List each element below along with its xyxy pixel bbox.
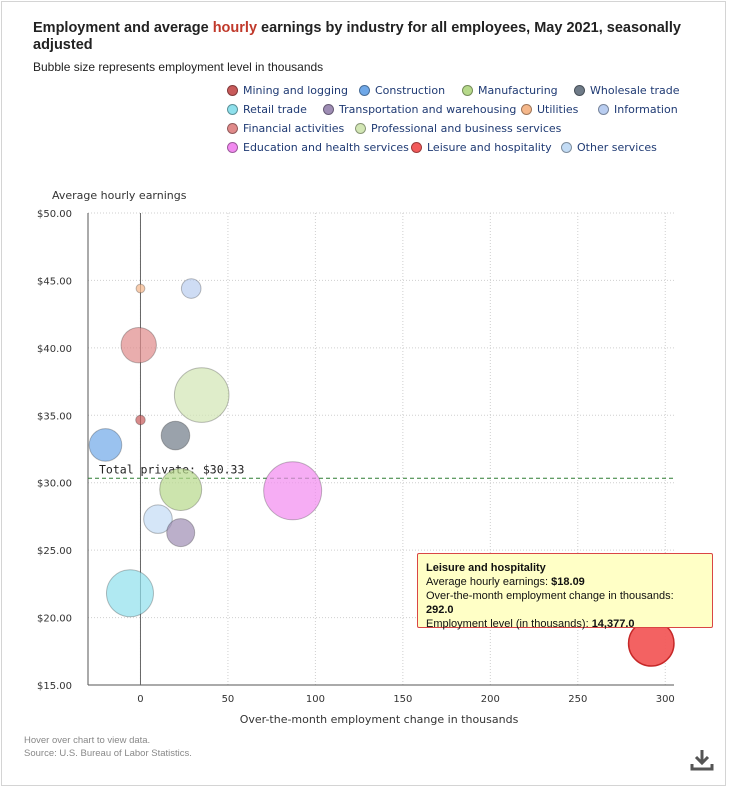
bubble-point[interactable] (180, 278, 202, 299)
tooltip-line-level: Employment level (in thousands): 14,377.… (426, 618, 635, 630)
bubble-point[interactable] (173, 367, 230, 423)
y-tick-label: $45.00 (37, 276, 72, 287)
legend-swatch (561, 142, 572, 153)
legend-item[interactable]: Education and health services (227, 141, 409, 154)
legend-swatch (598, 104, 609, 115)
legend-swatch (411, 142, 422, 153)
tooltip-line-earnings: Average hourly earnings: $18.09 (426, 576, 585, 588)
x-axis-title: Over-the-month employment change in thou… (240, 713, 519, 726)
y-tick-label: $35.00 (37, 411, 72, 422)
legend: Mining and logging Construction Manufactur… (0, 0, 729, 160)
bubble-point[interactable] (135, 414, 146, 426)
bubble-point[interactable] (263, 461, 323, 521)
legend-swatch (227, 85, 238, 96)
y-tick-label: $30.00 (37, 479, 72, 490)
title-highlight: hourly (212, 20, 258, 36)
legend-label: Education and health services (243, 141, 409, 154)
reference-line-label: Total private: $30.33 (99, 462, 244, 476)
hover-hint: Hover over chart to view data. (24, 735, 151, 746)
footer: Hover over chart to view data. Source: U… (24, 735, 192, 760)
legend-item[interactable]: Manufacturing (462, 84, 558, 97)
legend-swatch (359, 85, 370, 96)
source-note: Source: U.S. Bureau of Labor Statistics. (24, 747, 192, 759)
bubble-point[interactable] (159, 467, 203, 511)
y-tick-label: $15.00 (37, 681, 72, 692)
legend-label: Other services (577, 141, 657, 154)
bubble-point[interactable] (88, 428, 123, 462)
x-tick-label: 150 (393, 694, 412, 705)
y-tick-label: $50.00 (37, 209, 72, 220)
legend-item[interactable]: Utilities (521, 103, 578, 116)
legend-item[interactable]: Retail trade (227, 103, 307, 116)
legend-item[interactable]: Financial activities (227, 122, 344, 135)
legend-item[interactable]: Professional and business services (355, 122, 561, 135)
legend-swatch (462, 85, 473, 96)
y-tick-label: $25.00 (37, 546, 72, 557)
bubble-point[interactable] (120, 326, 157, 364)
legend-item[interactable]: Other services (561, 141, 657, 154)
tooltip: Leisure and hospitality Average hourly e… (417, 553, 713, 630)
tooltip-title: Leisure and hospitality (426, 562, 546, 574)
legend-item[interactable]: Transportation and warehousing (323, 103, 516, 116)
bubble-point[interactable] (166, 518, 196, 548)
download-icon[interactable] (689, 748, 715, 772)
legend-item[interactable]: Mining and logging (227, 84, 348, 97)
chart-subtitle: Bubble size represents employment level … (33, 60, 324, 74)
tooltip-line-change: Over-the-month employment change in thou… (426, 590, 674, 616)
bubble-point[interactable] (160, 420, 191, 451)
x-tick-label: 250 (568, 694, 587, 705)
x-tick-label: 50 (222, 694, 235, 705)
y-tick-label: $20.00 (37, 614, 72, 625)
legend-swatch (574, 85, 585, 96)
chart-title: Employment and average hourly earnings b… (33, 20, 681, 53)
legend-label: Transportation and warehousing (339, 103, 517, 116)
legend-swatch (227, 142, 238, 153)
bubble-point[interactable] (105, 569, 154, 618)
legend-label: Utilities (537, 103, 579, 116)
legend-label: Professional and business services (371, 122, 562, 135)
legend-label: Leisure and hospitality (427, 141, 552, 154)
x-tick-label: 100 (306, 694, 325, 705)
legend-swatch (323, 104, 334, 115)
y-axis-title: Average hourly earnings (52, 189, 187, 202)
legend-label: Retail trade (243, 103, 307, 116)
y-tick-label: $40.00 (37, 344, 72, 355)
legend-label: Wholesale trade (590, 84, 680, 97)
legend-item[interactable]: Leisure and hospitality (411, 141, 552, 154)
legend-label: Construction (375, 84, 446, 97)
legend-label: Manufacturing (478, 84, 558, 97)
x-tick-label: 0 (137, 694, 143, 705)
legend-swatch (355, 123, 366, 134)
legend-item[interactable]: Construction (359, 84, 445, 97)
legend-item[interactable]: Wholesale trade (574, 84, 680, 97)
x-tick-label: 200 (481, 694, 500, 705)
bubble-point[interactable] (135, 283, 146, 294)
legend-swatch (227, 104, 238, 115)
legend-swatch (521, 104, 532, 115)
bubble-point[interactable] (143, 504, 173, 534)
legend-label: Financial activities (243, 122, 345, 135)
x-tick-label: 300 (656, 694, 675, 705)
legend-label: Mining and logging (243, 84, 348, 97)
legend-label: Information (614, 103, 678, 116)
legend-item[interactable]: Information (598, 103, 678, 116)
legend-swatch (227, 123, 238, 134)
